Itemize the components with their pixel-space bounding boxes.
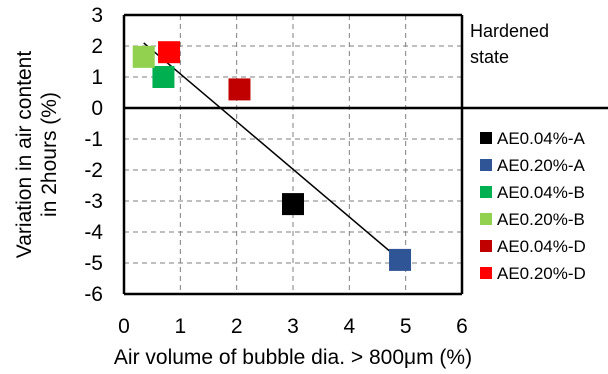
- y-tick-label: 3: [91, 4, 103, 27]
- data-point-ae0-04-a: [282, 193, 304, 216]
- legend-label: AE0.20%-D: [497, 264, 586, 283]
- y-tick-label: 1: [91, 66, 103, 89]
- legend-swatch: [480, 240, 492, 252]
- legend-swatch: [480, 159, 492, 171]
- x-axis-title: Air volume of bubble dia. > 800μm (%): [114, 346, 472, 369]
- data-point-ae0-04-d: [228, 78, 251, 101]
- legend-title-line: Hardened: [470, 21, 549, 41]
- y-tick-label: -4: [84, 221, 103, 244]
- legend-swatch: [480, 213, 492, 225]
- x-tick-label: 5: [400, 315, 412, 338]
- x-tick-label: 1: [174, 315, 186, 338]
- trendline-segment: [143, 42, 401, 261]
- y-axis-title-line: Variation in air content: [13, 51, 36, 259]
- y-tick-label: -6: [84, 283, 103, 306]
- legend-swatch: [480, 267, 492, 279]
- legend-label: AE0.04%-D: [497, 237, 586, 256]
- y-tick-label: 2: [91, 35, 103, 58]
- y-tick-label: -3: [84, 190, 103, 213]
- y-tick-label: 0: [91, 97, 103, 120]
- plot-frame: [122, 13, 464, 296]
- y-tick-label: -2: [84, 159, 103, 182]
- x-tick-label: 4: [343, 315, 355, 338]
- legend-label: AE0.04%-A: [497, 129, 586, 148]
- y-tick-label: -1: [84, 128, 103, 151]
- y-tick-labels: 3 2 1 0 -1 -2 -3 -4 -5 -6: [84, 4, 103, 306]
- legend-swatch: [480, 186, 492, 198]
- data-point-ae0-20-d: [158, 41, 181, 64]
- data-point-ae0-20-b: [132, 45, 155, 68]
- data-point-ae0-20-a: [389, 248, 412, 271]
- legend-swatch: [480, 132, 492, 144]
- y-axis-title-line: in 2hours (%): [38, 92, 61, 217]
- x-tick-labels: 0 1 2 3 4 5 6: [118, 315, 468, 338]
- legend-label: AE0.20%-B: [497, 210, 585, 229]
- legend-title-line: state: [470, 47, 509, 67]
- x-tick-label: 2: [231, 315, 243, 338]
- trendline: [143, 42, 401, 261]
- legend: Hardened state AE0.04%-A AE0.20%-A AE0.04%-B…: [470, 21, 586, 283]
- legend-label: AE0.04%-B: [497, 183, 585, 202]
- legend-label: AE0.20%-A: [497, 156, 586, 175]
- y-tick-label: -5: [84, 252, 103, 275]
- x-tick-label: 0: [118, 315, 130, 338]
- y-axis-title: Variation in air content in 2hours (%): [13, 51, 61, 259]
- x-tick-label: 3: [287, 315, 299, 338]
- x-tick-label: 6: [456, 315, 468, 338]
- data-points: [132, 41, 412, 271]
- data-point-ae0-04-b: [152, 66, 175, 88]
